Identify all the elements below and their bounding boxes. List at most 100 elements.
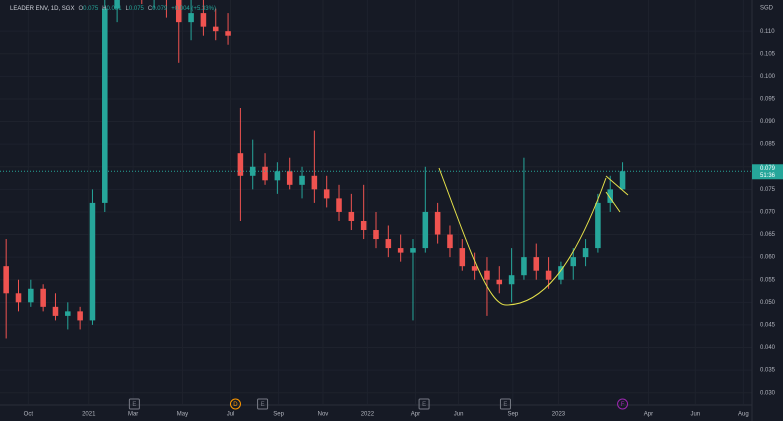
candle-body — [484, 270, 490, 280]
candle-body — [360, 220, 367, 231]
candle-body — [114, 0, 120, 9]
candle-body — [533, 257, 540, 271]
candle-body — [52, 306, 59, 316]
candle-body — [323, 189, 330, 199]
event-label: D — [233, 402, 238, 408]
y-tick-label: 0.055 — [760, 277, 776, 283]
candle-body — [348, 211, 355, 221]
ohlc-value: 0.075 — [129, 6, 145, 12]
candle-body — [40, 288, 46, 307]
last-price-label: 0.079 — [760, 166, 776, 172]
axes: 0.030 0.035 0.040 0.045 0.050 0.055 0.060 0.065… — [0, 29, 783, 418]
candle-body — [521, 257, 527, 276]
y-tick-label: 0.095 — [760, 97, 776, 103]
candle-body — [545, 270, 552, 280]
candle-body — [262, 166, 268, 181]
event-label: E — [422, 402, 426, 408]
y-tick-label: 0.070 — [760, 210, 776, 216]
candle-body — [459, 248, 466, 267]
x-tick-label: Jun — [454, 412, 464, 418]
candle-body — [237, 153, 244, 176]
event-label: E — [132, 402, 136, 408]
y-tick-label: 0.100 — [760, 74, 776, 80]
countdown: 51:36 — [760, 173, 776, 179]
y-tick-label: 0.110 — [760, 29, 775, 35]
flag-line — [605, 175, 629, 196]
x-tick-label: Jun — [690, 412, 700, 418]
candle-body — [225, 31, 231, 36]
candle-body — [175, 0, 182, 23]
y-tick-label: 0.085 — [760, 142, 776, 148]
y-tick-label: 0.050 — [760, 300, 776, 306]
x-tick-label: Oct — [24, 412, 34, 418]
x-tick-label: May — [177, 412, 188, 418]
candle-body — [619, 171, 626, 190]
candle-body — [188, 13, 194, 23]
candle-body — [274, 171, 281, 181]
y-tick-label: 0.045 — [760, 322, 776, 328]
event-marker — [229, 398, 241, 410]
candle-body — [286, 171, 293, 185]
y-tick-label: 0.075 — [760, 187, 776, 193]
legend-header: LEADER ENV, 1D, SGX O0.075 H0.081 L0.075 C0.… — [10, 6, 216, 12]
x-tick-label: Nov — [318, 412, 329, 418]
candle-body — [28, 288, 34, 303]
last-price-tag — [752, 164, 783, 180]
candle-body — [558, 266, 564, 280]
event-marker — [257, 398, 269, 410]
candle-body — [299, 175, 305, 185]
currency: SGD — [760, 6, 774, 12]
candle-body — [89, 202, 96, 321]
ohlc-value: 0.079 — [152, 6, 168, 12]
x-tick-label: Mar — [128, 412, 138, 418]
candle-body — [3, 266, 9, 294]
ohlc-key: O — [78, 6, 83, 12]
candle-body — [212, 26, 219, 32]
candle-body — [200, 13, 207, 27]
candle-body — [15, 293, 22, 303]
ohlc-key: H — [102, 6, 106, 12]
x-tick-label: Apr — [644, 412, 653, 418]
candle-body — [570, 257, 577, 267]
y-tick-label: 0.090 — [760, 119, 776, 125]
candle-body — [447, 234, 453, 249]
event-marker — [128, 398, 140, 410]
y-tick-label: 0.035 — [760, 368, 776, 374]
y-tick-label: 0.060 — [760, 255, 776, 261]
candle-body — [607, 189, 614, 203]
event-marker — [418, 398, 430, 410]
candle-body — [373, 230, 379, 240]
candle-body — [385, 239, 392, 249]
candle-body — [434, 211, 441, 235]
event-marker — [617, 398, 629, 410]
candle-body — [508, 275, 515, 285]
x-tick-label: Aug — [738, 412, 749, 418]
candle-body — [102, 8, 108, 203]
candles — [3, 0, 626, 339]
candle-body — [582, 248, 589, 258]
candle-body — [397, 248, 404, 253]
candle-body — [471, 266, 478, 271]
candle-body — [77, 311, 83, 321]
event-label: E — [261, 402, 265, 408]
x-tick-label: 2023 — [552, 412, 566, 418]
candle-body — [595, 202, 601, 249]
ohlc-value: 0.075 — [83, 6, 99, 12]
event-label: F — [621, 402, 625, 408]
ohlc-key: C — [148, 6, 153, 12]
cup-curve — [438, 167, 607, 306]
x-tick-label: 2022 — [361, 412, 375, 418]
event-marker — [499, 398, 511, 410]
x-tick-label: 2021 — [82, 412, 96, 418]
x-tick-label: Jul — [227, 412, 235, 418]
x-tick-label: Apr — [411, 412, 420, 418]
drawing — [438, 167, 629, 306]
y-tick-label: 0.065 — [760, 232, 776, 238]
y-tick-label: 0.105 — [760, 51, 776, 57]
candle-body — [422, 211, 429, 249]
grid — [0, 0, 752, 404]
x-tick-label: Sep — [273, 412, 284, 418]
candle-body — [336, 198, 342, 212]
